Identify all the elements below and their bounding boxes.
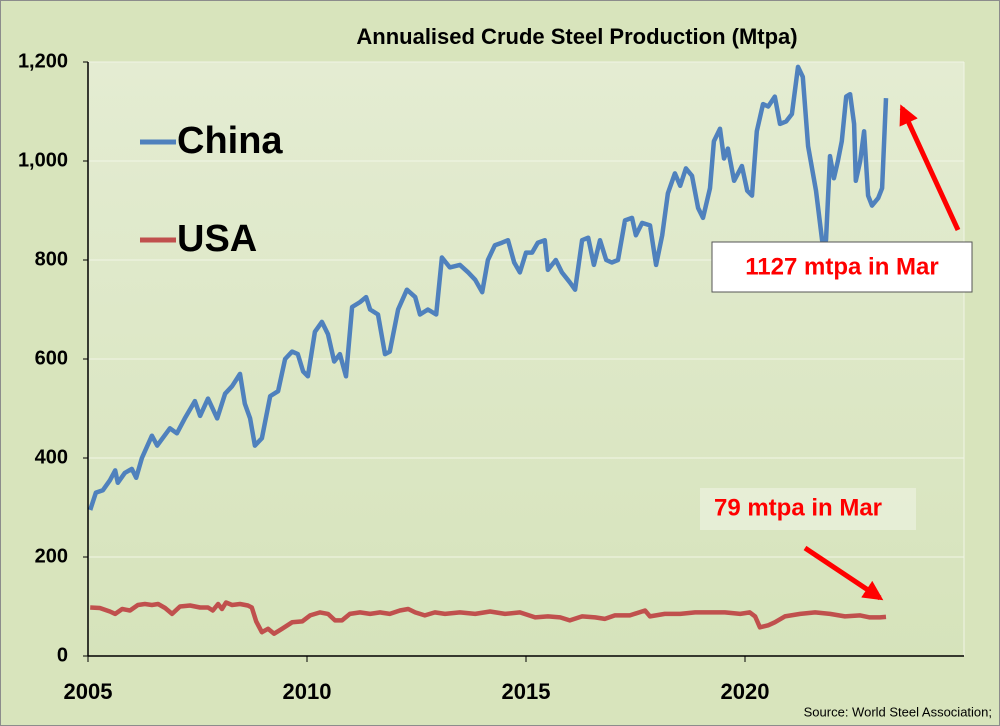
y-tick-label: 1,000 bbox=[18, 149, 68, 171]
y-tick-label: 400 bbox=[35, 446, 68, 468]
arrow bbox=[899, 104, 961, 232]
series-lines bbox=[88, 64, 889, 636]
y-tick-label: 1,200 bbox=[18, 50, 68, 72]
y-tick-label: 0 bbox=[57, 644, 68, 666]
legend-label: USA bbox=[177, 218, 257, 260]
source-note: Source: World Steel Association; bbox=[804, 704, 992, 719]
y-tick-label: 800 bbox=[35, 248, 68, 270]
chart-title: Annualised Crude Steel Production (Mtpa) bbox=[356, 24, 797, 49]
x-tick-label: 2010 bbox=[283, 679, 332, 704]
x-tick-label: 2015 bbox=[502, 679, 551, 704]
legend: China USA bbox=[140, 120, 283, 260]
x-tick-label: 2005 bbox=[64, 679, 113, 704]
annotation: 79 mtpa in Mar bbox=[714, 494, 882, 521]
legend-label: China bbox=[177, 120, 283, 162]
x-tick-label: 2020 bbox=[721, 679, 770, 704]
y-tick-label: 600 bbox=[35, 347, 68, 369]
annotation: 1127 mtpa in Mar bbox=[745, 253, 938, 280]
series-line bbox=[88, 64, 889, 511]
annotation-box bbox=[700, 488, 916, 530]
series-line bbox=[90, 600, 887, 636]
annotation-box bbox=[711, 241, 973, 293]
y-tick-label: 200 bbox=[35, 545, 68, 567]
arrow bbox=[803, 545, 884, 601]
